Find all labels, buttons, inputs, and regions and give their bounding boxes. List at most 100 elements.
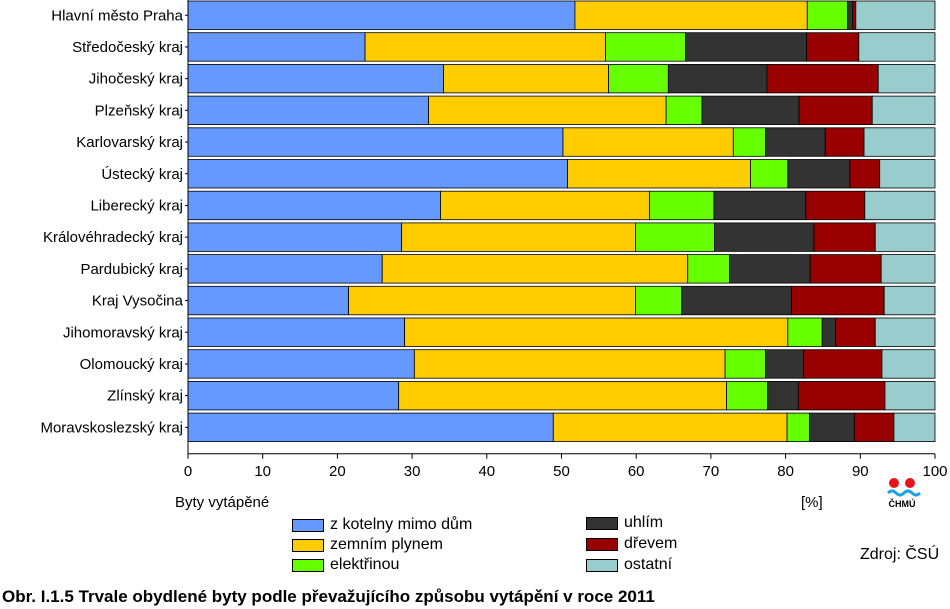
- source-note: Zdroj: ČSÚ: [860, 546, 940, 563]
- bar-segment-5-2: [877, 64, 936, 94]
- bar-segment-5-5: [879, 159, 936, 189]
- bar-segment-3-5: [787, 159, 851, 189]
- bar-segment-4-4: [824, 127, 865, 157]
- legend-item-zemnim-plynem: zemním plynem: [292, 536, 443, 554]
- category-label: Královéhradecký kraj: [43, 229, 183, 246]
- bar-segment-5-1: [858, 32, 936, 62]
- bar-segment-3-3: [701, 95, 800, 125]
- bar-segment-1-7: [401, 222, 636, 252]
- bar-segment-1-12: [398, 380, 727, 411]
- bar-segment-0-5: [187, 159, 568, 189]
- bar-segment-5-10: [874, 317, 936, 347]
- x-tick-label: 20: [329, 463, 346, 480]
- bar-segment-1-2: [443, 64, 609, 94]
- legend-swatch: [586, 537, 618, 551]
- bar-segment-2-5: [750, 159, 789, 189]
- legend-item-uhlim: uhlím: [586, 514, 663, 532]
- bar-segment-4-1: [806, 32, 860, 62]
- x-tick-label: 50: [553, 463, 570, 480]
- bar-segment-3-6: [713, 190, 807, 221]
- bar-segment-4-3: [798, 95, 873, 125]
- bar-segment-5-3: [871, 95, 936, 125]
- category-label: Ústecký kraj: [101, 166, 183, 183]
- bar-segment-2-12: [726, 380, 769, 411]
- bar-segment-3-12: [767, 380, 799, 411]
- bar-segment-2-9: [635, 285, 683, 316]
- x-tick-label: 30: [404, 463, 421, 480]
- bar-segment-0-8: [187, 254, 383, 284]
- bar-segment-1-9: [348, 285, 636, 316]
- x-tick-label: 80: [777, 463, 794, 480]
- bar-segment-5-7: [874, 222, 936, 252]
- bar-segment-3-8: [729, 254, 811, 284]
- bar-segment-4-10: [835, 317, 876, 347]
- bar-segment-1-6: [440, 190, 651, 221]
- bar-segment-3-2: [667, 64, 768, 94]
- legend-item-elektrinou: elektřinou: [292, 556, 399, 574]
- bar-segment-4-0: [852, 0, 857, 30]
- bar-segment-3-11: [765, 349, 804, 379]
- bar-segment-0-4: [187, 127, 564, 157]
- bar-segment-5-12: [884, 380, 936, 411]
- bar-segment-3-1: [685, 32, 807, 62]
- bar-segment-2-0: [806, 0, 849, 30]
- bar-segment-3-13: [809, 412, 855, 443]
- legend-label: dřevem: [624, 535, 678, 552]
- bar-segment-3-10: [821, 317, 837, 347]
- bar-segment-3-7: [714, 222, 815, 252]
- bar-segment-4-7: [813, 222, 876, 252]
- category-label: Středočeský kraj: [72, 39, 183, 56]
- bar-segment-0-7: [187, 222, 403, 252]
- category-label: Olomoucký kraj: [80, 356, 183, 373]
- figure-caption: Obr. I.1.5 Trvale obydlené byty podle př…: [2, 587, 655, 606]
- bar-segment-2-1: [605, 32, 686, 62]
- legend-swatch: [292, 518, 324, 532]
- x-tick-label: 10: [254, 463, 271, 480]
- bar-segment-1-1: [364, 32, 606, 62]
- bar-segment-5-0: [855, 0, 936, 30]
- legend-swatch: [586, 516, 618, 530]
- bar-segment-2-8: [687, 254, 730, 284]
- bar-segment-4-13: [853, 412, 895, 443]
- category-label: Liberecký kraj: [90, 197, 183, 214]
- legend-swatch: [292, 538, 324, 552]
- bar-segment-0-13: [187, 412, 554, 443]
- x-tick-label: 0: [184, 463, 192, 480]
- x-tick-label: 60: [628, 463, 645, 480]
- bar-segment-4-8: [809, 254, 882, 284]
- x-axis-unit: [%]: [801, 494, 823, 511]
- bar-segment-4-11: [803, 349, 883, 379]
- bar-segment-1-5: [567, 159, 751, 189]
- legend-label: elektřinou: [330, 556, 400, 573]
- bar-segment-4-12: [797, 380, 886, 411]
- bar-segment-2-3: [665, 95, 703, 125]
- bar-segment-1-11: [413, 349, 726, 379]
- bar-segment-2-10: [787, 317, 823, 347]
- x-tick-label: 90: [852, 463, 869, 480]
- legend-label: zemním plynem: [330, 536, 443, 553]
- bar-segment-5-11: [881, 349, 936, 379]
- legend-label: z kotelny mimo dům: [330, 516, 473, 533]
- category-label: Plzeňský kraj: [95, 102, 183, 119]
- bar-segment-0-9: [187, 285, 350, 316]
- bar-segment-2-2: [608, 64, 669, 94]
- bar-segment-4-6: [805, 190, 866, 221]
- bar-segment-0-10: [187, 317, 406, 347]
- bar-segment-2-7: [635, 222, 716, 252]
- bar-segment-2-6: [649, 190, 715, 221]
- bar-segment-4-5: [849, 159, 881, 189]
- bar-segment-5-4: [863, 127, 936, 157]
- bar-segment-1-10: [404, 317, 789, 347]
- bar-segment-0-6: [187, 190, 441, 221]
- bar-segment-3-9: [681, 285, 792, 316]
- bar-segment-0-12: [187, 380, 400, 411]
- x-tick-label: 100: [922, 463, 947, 480]
- bar-segment-0-0: [187, 0, 576, 30]
- bar-segment-5-9: [883, 285, 936, 316]
- x-tick-label: 40: [478, 463, 495, 480]
- bar-segment-2-11: [724, 349, 766, 379]
- bar-segment-1-0: [574, 0, 808, 30]
- legend-swatch: [292, 558, 324, 572]
- category-label: Zlínský kraj: [107, 388, 183, 405]
